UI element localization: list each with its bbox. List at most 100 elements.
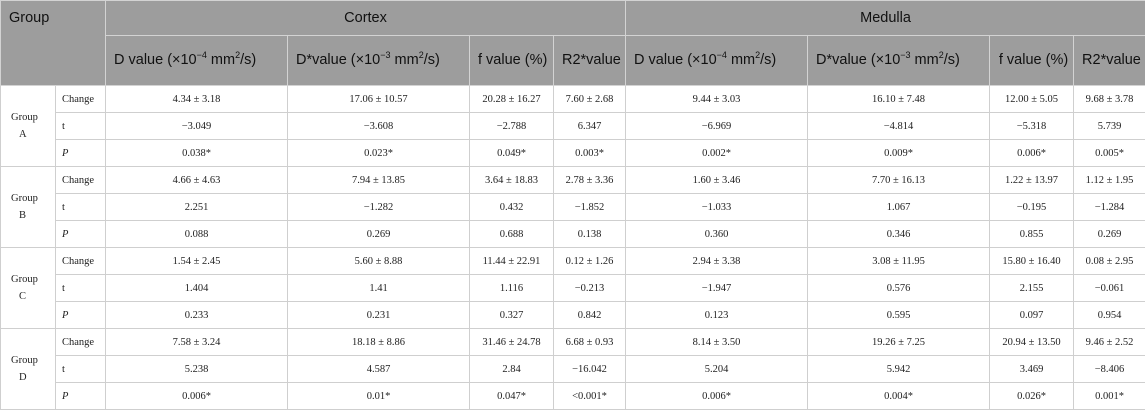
table-cell: 0.123: [625, 301, 809, 329]
row-label: t: [55, 193, 106, 221]
table-cell: 9.68 ± 3.78: [1073, 85, 1145, 113]
table-cell: 0.327: [469, 301, 554, 329]
table-cell: 2.94 ± 3.38: [625, 247, 809, 275]
table-cell: 0.269: [1073, 220, 1145, 248]
table-cell: −4.814: [807, 112, 991, 140]
table-cell: −6.969: [625, 112, 809, 140]
table-cell: −1.284: [1073, 193, 1145, 221]
cortex-d-value-header: D value (×10−4 mm2/s): [105, 35, 288, 86]
table-cell: 0.002*: [625, 139, 809, 167]
table-cell: 1.41: [287, 274, 470, 302]
table-cell: 0.026*: [989, 382, 1075, 410]
table-cell: 6.68 ± 0.93: [552, 328, 627, 356]
table-cell: 5.60 ± 8.88: [287, 247, 470, 275]
table-cell: −3.608: [287, 112, 470, 140]
table-cell: 1.067: [807, 193, 991, 221]
row-label: Change: [55, 166, 106, 194]
medulla-header: Medulla: [625, 0, 1145, 36]
table-cell: 12.00 ± 5.05: [989, 85, 1075, 113]
table-cell: 0.009*: [807, 139, 991, 167]
group-name-line1: Group: [11, 355, 38, 366]
table-row: Group A Change 4.34 ± 3.18 17.06 ± 10.57 20.2…: [0, 85, 1145, 167]
table-cell: 0.688: [469, 220, 554, 248]
table-cell: 5.238: [105, 355, 288, 383]
row-label: t: [55, 274, 106, 302]
results-table: Group Cortex Medulla D value (×10−4 mm2/…: [0, 0, 1145, 410]
table-cell: 0.954: [1073, 301, 1145, 329]
table-cell: −1.947: [625, 274, 809, 302]
table-cell: 3.469: [989, 355, 1075, 383]
table-cell: 7.94 ± 13.85: [287, 166, 470, 194]
table-cell: 0.12 ± 1.26: [552, 247, 627, 275]
table-cell: 0.006*: [105, 382, 288, 410]
table-cell: 0.08 ± 2.95: [1073, 247, 1145, 275]
table-cell: 18.18 ± 8.86: [287, 328, 470, 356]
table-cell: 17.06 ± 10.57: [287, 85, 470, 113]
table-cell: 0.038*: [105, 139, 288, 167]
table-cell: 0.005*: [1073, 139, 1145, 167]
table-cell: 0.231: [287, 301, 470, 329]
table-cell: 4.66 ± 4.63: [105, 166, 288, 194]
table-cell: 2.84: [469, 355, 554, 383]
table-cell: 5.739: [1073, 112, 1145, 140]
group-column-header: Group: [0, 0, 106, 86]
table-cell: 15.80 ± 16.40: [989, 247, 1075, 275]
table-cell: −2.788: [469, 112, 554, 140]
medulla-r2star-value-header: R2*value: [1073, 35, 1145, 86]
row-label: Change: [55, 328, 106, 356]
cortex-header: Cortex: [104, 0, 627, 36]
table-cell: 5.204: [625, 355, 809, 383]
table-body: Group A Change 4.34 ± 3.18 17.06 ± 10.57 20.2…: [0, 85, 1145, 410]
medulla-f-value-header: f value (%): [989, 35, 1075, 86]
table-cell: 1.60 ± 3.46: [625, 166, 809, 194]
group-name-line2: C: [19, 291, 27, 302]
cortex-r2star-value-header: R2*value: [552, 35, 627, 86]
table-cell: 16.10 ± 7.48: [807, 85, 991, 113]
medulla-d-value-header: D value (×10−4 mm2/s): [625, 35, 809, 86]
table-cell: 0.097: [989, 301, 1075, 329]
table-row: Group B Change 4.66 ± 4.63 7.94 ± 13.85 3.64 …: [0, 166, 1145, 248]
table-cell: −0.195: [989, 193, 1075, 221]
table-cell: 7.60 ± 2.68: [552, 85, 627, 113]
group-name-cell: Group A: [0, 85, 56, 167]
table-cell: −5.318: [989, 112, 1075, 140]
table-cell: 0.269: [287, 220, 470, 248]
row-label: P: [55, 139, 106, 167]
table-cell: 0.138: [552, 220, 627, 248]
table-row: P 0.006* 0.01* 0.047* <0.001* 0.006* 0.004* 0.0…: [1, 382, 1145, 410]
table-row: P 0.088 0.269 0.688 0.138 0.360 0.346 0.855 0.26…: [1, 220, 1145, 248]
table-cell: 0.346: [807, 220, 991, 248]
table-cell: 0.088: [105, 220, 288, 248]
table-cell: −1.282: [287, 193, 470, 221]
table-cell: 1.116: [469, 274, 554, 302]
medulla-dstar-value-header: D*value (×10−3 mm2/s): [807, 35, 991, 86]
group-name-cell: Group C: [0, 247, 56, 329]
table-cell: −0.213: [552, 274, 627, 302]
table-cell: 31.46 ± 24.78: [469, 328, 554, 356]
table-cell: 1.12 ± 1.95: [1073, 166, 1145, 194]
table-cell: 0.360: [625, 220, 809, 248]
table-cell: −3.049: [105, 112, 288, 140]
row-label: Change: [55, 247, 106, 275]
row-label: P: [55, 301, 106, 329]
group-name-line2: A: [19, 129, 27, 140]
cortex-f-value-header: f value (%): [469, 35, 554, 86]
table-cell: 0.595: [807, 301, 991, 329]
table-cell: 0.842: [552, 301, 627, 329]
table-cell: 20.28 ± 16.27: [469, 85, 554, 113]
table-cell: 0.004*: [807, 382, 991, 410]
table-cell: 9.46 ± 2.52: [1073, 328, 1145, 356]
table-cell: 8.14 ± 3.50: [625, 328, 809, 356]
table-cell: −1.852: [552, 193, 627, 221]
row-label: t: [55, 112, 106, 140]
table-row: t 5.238 4.587 2.84 −16.042 5.204 5.942 3.469 −8.…: [1, 355, 1145, 383]
table-cell: 6.347: [552, 112, 627, 140]
group-name-cell: Group B: [0, 166, 56, 248]
table-cell: 2.155: [989, 274, 1075, 302]
table-cell: 0.001*: [1073, 382, 1145, 410]
table-cell: 0.003*: [552, 139, 627, 167]
table-cell: 20.94 ± 13.50: [989, 328, 1075, 356]
table-cell: 0.023*: [287, 139, 470, 167]
table-cell: 4.34 ± 3.18: [105, 85, 288, 113]
table-cell: 0.006*: [989, 139, 1075, 167]
